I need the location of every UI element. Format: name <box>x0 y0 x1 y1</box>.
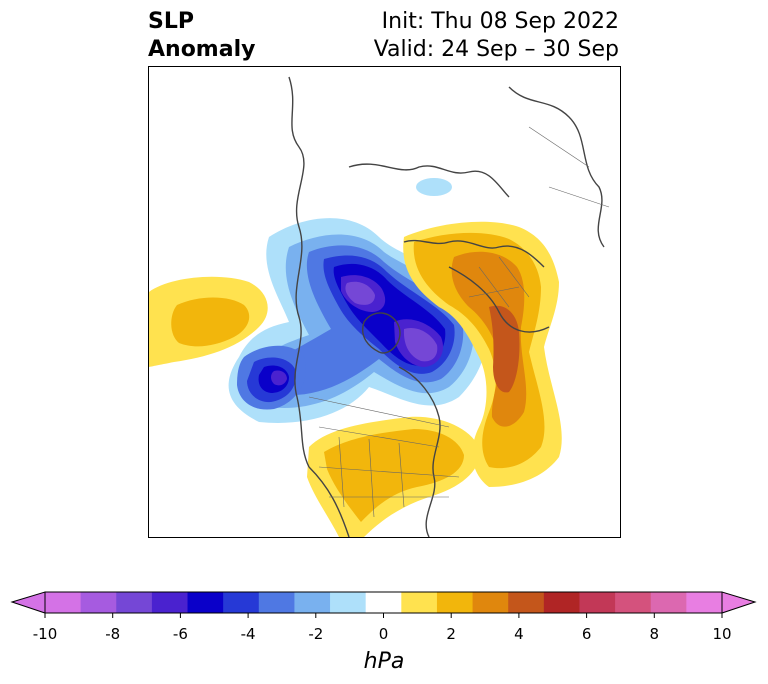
colorbar-cell <box>436 592 474 613</box>
init-date: Init: Thu 08 Sep 2022 <box>381 9 619 34</box>
colorbar-tick-label: -2 <box>308 625 323 643</box>
positive-anomaly-region <box>149 221 562 537</box>
colorbar-cell <box>543 592 580 613</box>
colorbar-cell <box>508 592 545 613</box>
colorbar-tick-label: 10 <box>712 625 731 643</box>
map-canvas <box>149 76 610 537</box>
map-title: SLP Anomaly <box>148 8 255 64</box>
colorbar-max-arrow <box>721 591 757 614</box>
slp-anomaly-map <box>148 66 621 538</box>
colorbar-cells <box>45 592 723 613</box>
colorbar-cell <box>80 592 117 613</box>
colorbar-cell <box>330 592 367 613</box>
valid-range: Valid: 24 Sep – 30 Sep <box>373 37 619 62</box>
colorbar-ticks: -10 -8 -6 -4 -2 0 2 4 6 8 10 <box>33 613 732 643</box>
title-type: Anomaly <box>148 37 256 62</box>
colorbar-cell <box>650 592 687 613</box>
colorbar-min-arrow <box>10 591 46 614</box>
colorbar-tick-label: -10 <box>33 625 58 643</box>
negative-anomaly-region <box>228 178 488 423</box>
colorbar-tick-label: 2 <box>446 625 456 643</box>
colorbar-cell <box>579 592 616 613</box>
colorbar-tick-label: -4 <box>241 625 256 643</box>
colorbar-cell <box>615 592 652 613</box>
colorbar-tick-label: 6 <box>582 625 592 643</box>
map-subtitle: Init: Thu 08 Sep 2022 Valid: 24 Sep – 30… <box>374 8 619 64</box>
colorbar-cell <box>151 592 189 613</box>
colorbar-cell <box>401 592 438 613</box>
colorbar-cell <box>187 592 224 613</box>
title-variable: SLP <box>148 9 194 34</box>
colorbar-tick-label: 8 <box>650 625 660 643</box>
colorbar-cell <box>116 592 153 613</box>
colorbar-tick-label: 4 <box>514 625 524 643</box>
colorbar-tick-label: -6 <box>173 625 188 643</box>
coastlines <box>288 76 605 537</box>
colorbar-cell <box>365 592 402 613</box>
colorbar-unit-label: hPa <box>364 649 405 674</box>
colorbar-cell <box>258 592 295 613</box>
colorbar-cell <box>686 592 723 613</box>
colorbar-cell <box>472 592 509 613</box>
colorbar-cell <box>294 592 331 613</box>
colorbar-tick-label: -8 <box>105 625 120 643</box>
country-borders <box>308 126 610 518</box>
colorbar-tick-label: 0 <box>379 625 389 643</box>
colorbar: -10 -8 -6 -4 -2 0 2 4 6 8 10 hPa <box>10 591 757 674</box>
colorbar-cell <box>223 592 260 613</box>
colorbar-cell <box>45 592 82 613</box>
